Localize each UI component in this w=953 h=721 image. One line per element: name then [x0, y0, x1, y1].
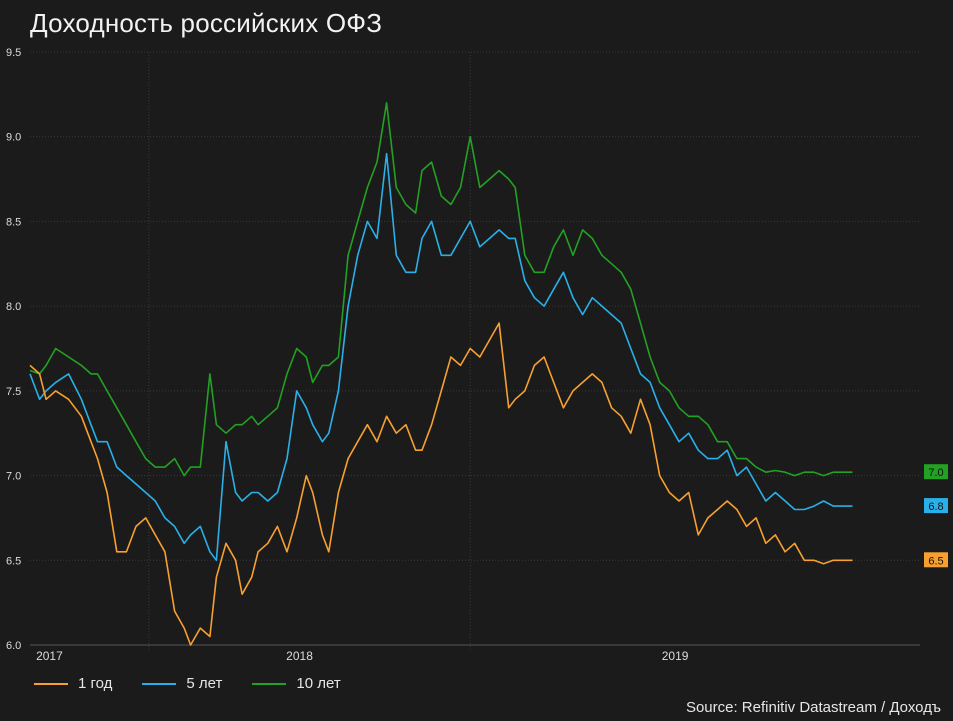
series-line-1 год: [29, 322, 853, 646]
legend-item-5y: 5 лет: [142, 675, 222, 692]
legend-item-1y: 1 год: [34, 675, 112, 692]
plot-background: [30, 52, 920, 645]
legend: 1 год 5 лет 10 лет: [34, 675, 341, 692]
x-tick-label: 2018: [286, 649, 313, 663]
grid-lines: [30, 51, 920, 651]
legend-label-10y: 10 лет: [296, 675, 341, 692]
y-tick-label: 8.0: [6, 301, 21, 313]
y-tick-label: 9.5: [6, 47, 21, 59]
legend-swatch-10y: [252, 682, 287, 685]
legend-swatch-1y: [34, 682, 68, 685]
y-tick-label: 7.5: [6, 386, 21, 398]
end-label-text: 6.8: [928, 501, 943, 513]
y-tick-label: 6.5: [6, 555, 21, 567]
end-label-5 лет: 6.8: [924, 498, 948, 514]
end-labels: 6.5 6.8 7.0: [924, 464, 948, 568]
x-axis-ticks: 2017 2018 2019: [36, 649, 689, 663]
end-label-box: [924, 464, 948, 480]
end-label-text: 6.5: [928, 555, 943, 567]
legend-swatch-5y: [142, 682, 177, 685]
y-tick-label: 9.0: [6, 132, 21, 144]
legend-item-10y: 10 лет: [252, 675, 341, 692]
end-label-box: [924, 498, 948, 514]
legend-label-5y: 5 лет: [186, 675, 223, 692]
x-tick-label: 2019: [662, 649, 689, 663]
chart-title: Доходность российских ОФЗ: [30, 8, 383, 38]
end-label-1 год: 6.5: [924, 552, 948, 568]
y-tick-label: 7.0: [6, 471, 21, 483]
series-lines: [29, 102, 853, 646]
y-tick-label: 8.5: [6, 216, 21, 228]
series-line-10 лет: [29, 102, 853, 477]
y-tick-label: 6.0: [6, 640, 21, 652]
x-tick-label: 2017: [36, 649, 63, 663]
legend-label-1y: 1 год: [78, 675, 113, 692]
end-label-box: [924, 552, 948, 568]
series-line-5 лет: [29, 152, 853, 562]
y-axis-ticks: 6.0 6.5 7.0 7.5 8.0 8.5 9.0 9.5: [6, 47, 21, 652]
source-credit: Source: Refinitiv Datastream / Доходъ: [685, 699, 941, 716]
end-label-10 лет: 7.0: [924, 464, 948, 480]
end-label-text: 7.0: [928, 467, 943, 479]
